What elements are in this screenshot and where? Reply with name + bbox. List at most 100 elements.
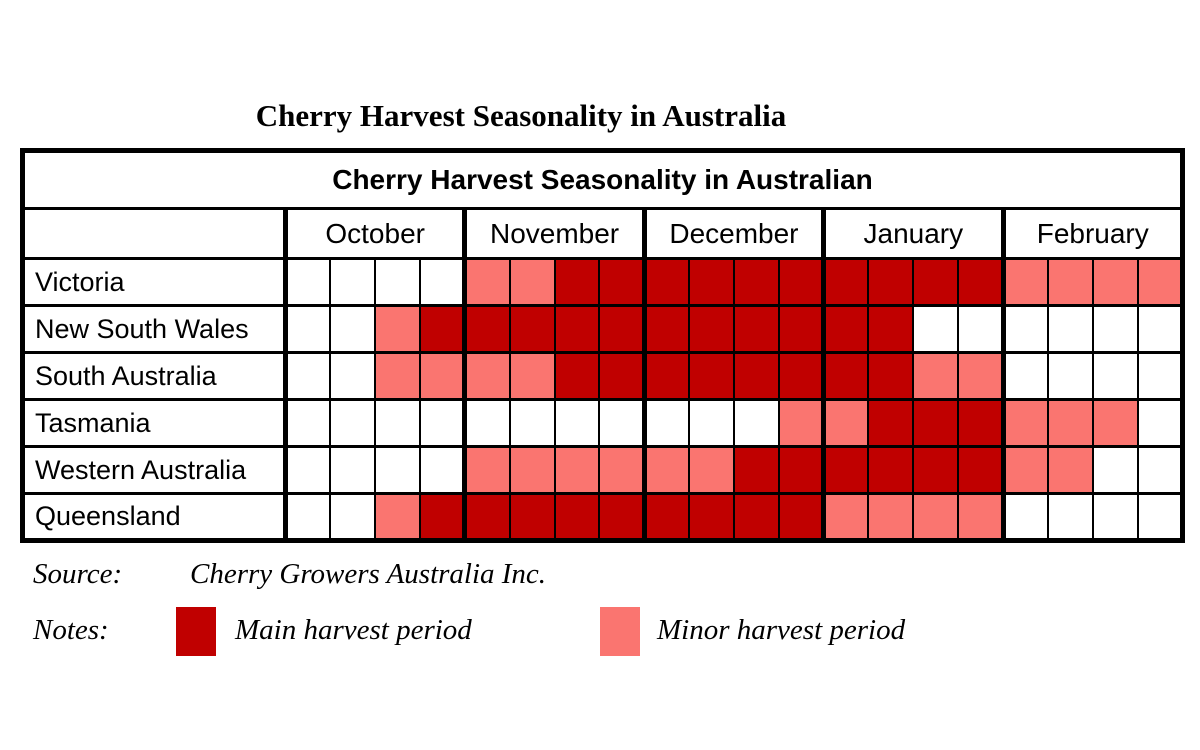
harvest-cell bbox=[508, 257, 556, 307]
legend-swatch-minor-harvest bbox=[600, 607, 640, 656]
harvest-cell bbox=[1000, 304, 1049, 354]
harvest-cell bbox=[821, 492, 870, 542]
harvest-cell bbox=[688, 351, 735, 401]
source-label: Source: bbox=[33, 558, 123, 590]
harvest-cell bbox=[867, 257, 915, 307]
harvest-cell bbox=[462, 257, 511, 307]
harvest-cell bbox=[1091, 445, 1139, 495]
harvest-cell bbox=[553, 351, 601, 401]
harvest-cell bbox=[867, 351, 915, 401]
harvest-cell bbox=[1046, 445, 1094, 495]
harvest-cell bbox=[553, 398, 601, 448]
harvest-cell bbox=[641, 257, 691, 307]
harvest-cell bbox=[777, 445, 825, 495]
harvest-cell bbox=[912, 257, 960, 307]
harvest-cell bbox=[1000, 257, 1049, 307]
harvest-cell bbox=[957, 492, 1004, 542]
harvest-cell bbox=[641, 445, 691, 495]
harvest-cell bbox=[1091, 492, 1139, 542]
harvest-cell bbox=[1046, 257, 1094, 307]
harvest-cell bbox=[508, 304, 556, 354]
harvest-cell bbox=[957, 398, 1004, 448]
harvest-cell bbox=[374, 304, 422, 354]
harvest-cell bbox=[688, 257, 735, 307]
harvest-cell bbox=[1136, 257, 1184, 307]
harvest-cell bbox=[867, 304, 915, 354]
table-row: New South Wales bbox=[20, 304, 1184, 354]
harvest-cell bbox=[1091, 351, 1139, 401]
harvest-cell bbox=[777, 492, 825, 542]
harvest-cell bbox=[688, 492, 735, 542]
harvest-cell bbox=[508, 445, 556, 495]
harvest-cell bbox=[283, 492, 332, 542]
harvest-cell bbox=[732, 445, 780, 495]
harvest-cell bbox=[867, 398, 915, 448]
harvest-cell bbox=[283, 304, 332, 354]
harvest-cell bbox=[419, 398, 466, 448]
harvest-cell bbox=[732, 398, 780, 448]
harvest-cell bbox=[1091, 257, 1139, 307]
harvest-cell bbox=[508, 351, 556, 401]
notes-label: Notes: bbox=[33, 614, 109, 646]
harvest-cell bbox=[462, 398, 511, 448]
harvest-cell bbox=[1046, 398, 1094, 448]
month-header-february: February bbox=[1000, 207, 1185, 260]
row-label: Tasmania bbox=[20, 398, 288, 448]
harvest-cell bbox=[821, 398, 870, 448]
harvest-cell bbox=[419, 351, 466, 401]
harvest-cell bbox=[374, 445, 422, 495]
harvest-cell bbox=[283, 398, 332, 448]
harvest-cell bbox=[329, 445, 377, 495]
harvest-cell bbox=[374, 492, 422, 542]
month-header-november: November bbox=[462, 207, 647, 260]
harvest-cell bbox=[329, 304, 377, 354]
harvest-cell bbox=[867, 492, 915, 542]
harvest-cell bbox=[419, 257, 466, 307]
harvest-cell bbox=[732, 492, 780, 542]
harvest-cell bbox=[912, 492, 960, 542]
harvest-cell bbox=[821, 445, 870, 495]
harvest-cell bbox=[1136, 351, 1184, 401]
harvest-cell bbox=[821, 257, 870, 307]
harvest-cell bbox=[1136, 445, 1184, 495]
harvest-cell bbox=[777, 351, 825, 401]
harvest-cell bbox=[1136, 304, 1184, 354]
legend-label-main-harvest: Main harvest period bbox=[235, 614, 472, 646]
harvest-cell bbox=[777, 398, 825, 448]
harvest-cell bbox=[598, 492, 646, 542]
harvest-cell bbox=[553, 257, 601, 307]
harvest-cell bbox=[598, 445, 646, 495]
harvest-cell bbox=[553, 304, 601, 354]
harvest-cell bbox=[1000, 445, 1049, 495]
harvest-cell bbox=[419, 445, 466, 495]
month-header-row: October November December January February bbox=[20, 207, 1185, 260]
harvest-cell bbox=[508, 398, 556, 448]
harvest-cell bbox=[283, 351, 332, 401]
seasonality-table: Cherry Harvest Seasonality in Australian… bbox=[20, 148, 1185, 543]
harvest-cell bbox=[1091, 304, 1139, 354]
month-header-october: October bbox=[282, 207, 468, 260]
month-header-january: January bbox=[821, 207, 1006, 260]
table-row: Victoria bbox=[20, 257, 1184, 307]
harvest-cell bbox=[821, 351, 870, 401]
table-title: Cherry Harvest Seasonality in Australian bbox=[20, 148, 1185, 210]
table-title-row: Cherry Harvest Seasonality in Australian bbox=[20, 148, 1185, 210]
harvest-cell bbox=[329, 492, 377, 542]
harvest-cell bbox=[867, 445, 915, 495]
harvest-cell bbox=[462, 351, 511, 401]
harvest-cell bbox=[462, 445, 511, 495]
harvest-cell bbox=[419, 492, 466, 542]
harvest-cell bbox=[912, 398, 960, 448]
table-row: Tasmania bbox=[20, 398, 1184, 448]
harvest-cell bbox=[777, 257, 825, 307]
harvest-cell bbox=[1046, 304, 1094, 354]
harvest-cell bbox=[777, 304, 825, 354]
harvest-cell bbox=[1136, 398, 1184, 448]
harvest-cell bbox=[374, 351, 422, 401]
legend-label-minor-harvest: Minor harvest period bbox=[657, 614, 906, 646]
harvest-cell bbox=[598, 257, 646, 307]
harvest-cell bbox=[912, 304, 960, 354]
harvest-cell bbox=[957, 445, 1004, 495]
harvest-cell bbox=[462, 304, 511, 354]
harvest-cell bbox=[688, 304, 735, 354]
